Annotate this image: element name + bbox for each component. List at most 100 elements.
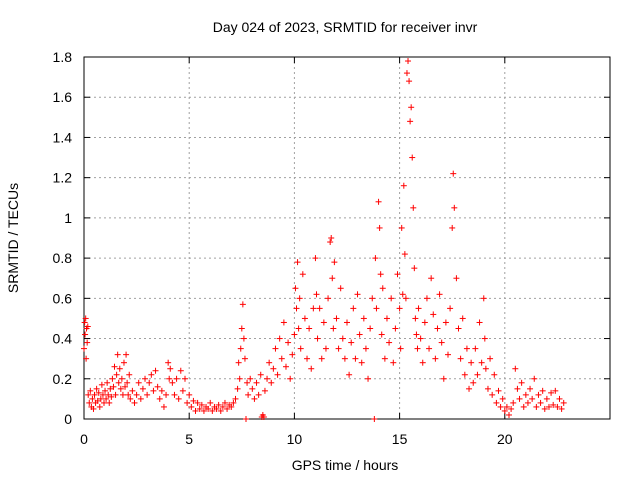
data-point [213, 405, 220, 412]
data-point [239, 301, 246, 308]
y-tick-label: 0 [64, 411, 72, 427]
data-point [111, 363, 118, 370]
data-point [291, 331, 298, 338]
data-point [537, 399, 544, 406]
data-point [82, 315, 89, 322]
data-point [292, 285, 299, 292]
data-point [556, 395, 563, 402]
data-point [118, 375, 125, 382]
data-point [308, 365, 315, 372]
data-point [481, 335, 488, 342]
data-point [255, 391, 262, 398]
data-point [529, 395, 536, 402]
data-point [403, 70, 410, 77]
data-point [512, 365, 519, 372]
data-point [545, 403, 552, 410]
data-point [154, 383, 161, 390]
data-point [91, 391, 98, 398]
grid [84, 57, 610, 419]
data-point [375, 198, 382, 205]
data-point [249, 385, 256, 392]
data-point [200, 407, 207, 414]
data-point [320, 319, 327, 326]
data-point [268, 379, 275, 386]
data-point [339, 335, 346, 342]
data-point [358, 359, 365, 366]
data-point [232, 395, 239, 402]
data-point [426, 345, 433, 352]
data-point [124, 379, 131, 386]
y-tick-label: 1.2 [53, 170, 73, 186]
data-point [98, 381, 105, 388]
data-point [301, 315, 308, 322]
y-axis-label: SRMTID / TECUs [5, 183, 21, 293]
chart-title: Day 024 of 2023, SRMTID for receiver inv… [213, 19, 478, 35]
data-point [330, 325, 337, 332]
data-point [100, 399, 107, 406]
data-point [215, 401, 222, 408]
data-point [224, 405, 231, 412]
data-point [103, 395, 110, 402]
data-point [241, 355, 248, 362]
data-point [205, 405, 212, 412]
data-point [344, 319, 350, 326]
data-point [131, 399, 138, 406]
data-point [328, 235, 335, 241]
data-point [516, 395, 523, 402]
data-point [482, 365, 489, 372]
data-point [230, 399, 237, 406]
data-point [167, 365, 174, 372]
data-point [423, 295, 430, 302]
data-point [453, 275, 460, 282]
y-tick-label: 1.4 [53, 129, 73, 145]
data-point [113, 371, 120, 378]
data-point [120, 359, 127, 366]
data-point [247, 375, 254, 382]
data-point [99, 391, 106, 398]
data-point [459, 315, 466, 322]
data-point [181, 375, 188, 382]
data-point [289, 351, 296, 358]
data-point [125, 391, 132, 398]
data-point [304, 355, 311, 362]
data-point [412, 315, 419, 322]
data-point [527, 385, 534, 392]
data-point [240, 335, 247, 342]
data-point [112, 391, 119, 398]
data-point [383, 315, 390, 322]
data-point [109, 375, 116, 382]
y-tick-label: 1.6 [53, 89, 73, 105]
data-point [362, 345, 369, 352]
x-tick-label: 15 [392, 431, 408, 447]
data-point [470, 379, 477, 386]
data-point [318, 355, 325, 362]
y-tick-label: 0.6 [53, 290, 73, 306]
data-point [108, 393, 115, 400]
data-point [316, 305, 323, 312]
x-tick-label: 5 [185, 431, 193, 447]
y-tick-label: 0.2 [53, 371, 73, 387]
data-point [272, 345, 279, 352]
data-point [472, 345, 479, 352]
data-point [520, 403, 527, 410]
data-point [356, 331, 363, 338]
data-point [192, 407, 199, 414]
data-point [117, 385, 124, 392]
x-tick-label: 0 [80, 431, 88, 447]
data-point [392, 325, 399, 332]
y-tick-label: 1 [64, 210, 72, 226]
data-point [463, 345, 470, 352]
data-point [543, 395, 550, 402]
data-point [314, 335, 321, 342]
data-series [81, 58, 567, 422]
data-point [390, 359, 397, 366]
data-point [510, 399, 517, 406]
data-point [93, 385, 100, 392]
data-point [105, 391, 112, 398]
data-point [365, 375, 372, 382]
data-point [207, 399, 214, 406]
data-point [260, 413, 267, 420]
data-point [354, 291, 361, 298]
data-point [160, 403, 167, 410]
